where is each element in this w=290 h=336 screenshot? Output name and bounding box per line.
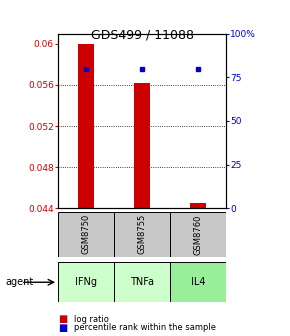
Bar bbox=[134, 83, 150, 208]
Bar bbox=[58, 262, 114, 302]
Text: IFNg: IFNg bbox=[75, 277, 97, 287]
Text: percentile rank within the sample: percentile rank within the sample bbox=[74, 323, 216, 332]
Text: TNFa: TNFa bbox=[130, 277, 154, 287]
Text: log ratio: log ratio bbox=[74, 315, 109, 324]
Text: IL4: IL4 bbox=[191, 277, 205, 287]
Text: GSM8760: GSM8760 bbox=[194, 214, 203, 255]
Text: agent: agent bbox=[6, 277, 34, 287]
Text: GSM8755: GSM8755 bbox=[137, 214, 147, 254]
Bar bbox=[114, 262, 170, 302]
Text: GSM8750: GSM8750 bbox=[81, 214, 90, 254]
Text: GDS499 / 11088: GDS499 / 11088 bbox=[90, 29, 194, 42]
Bar bbox=[170, 212, 226, 257]
Bar bbox=[78, 44, 94, 208]
Bar bbox=[190, 203, 206, 208]
Bar bbox=[170, 262, 226, 302]
Text: ■: ■ bbox=[58, 323, 67, 333]
Text: ■: ■ bbox=[58, 314, 67, 324]
Bar bbox=[114, 212, 170, 257]
Bar bbox=[58, 212, 114, 257]
